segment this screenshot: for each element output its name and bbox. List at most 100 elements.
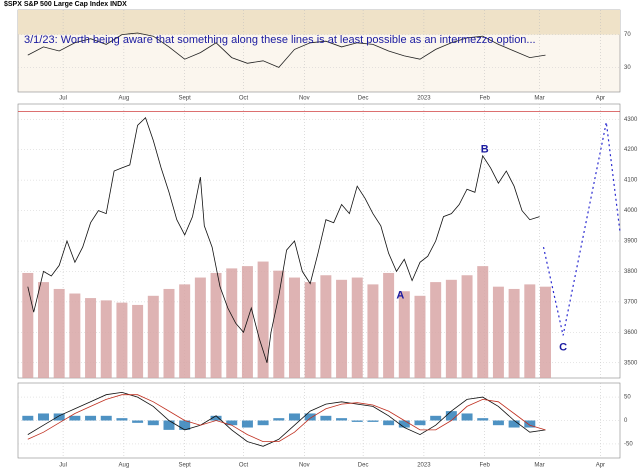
bar (69, 415, 81, 421)
bar (461, 275, 473, 378)
bar (241, 266, 253, 378)
bar (524, 284, 536, 378)
bar (163, 420, 175, 430)
bar (53, 413, 65, 421)
bar (38, 282, 49, 378)
bar (445, 411, 457, 421)
bar (69, 293, 81, 378)
bar (85, 415, 97, 421)
line (27, 116, 540, 363)
x-tick-label: Aug (119, 96, 130, 102)
bar (116, 302, 128, 378)
bar (22, 415, 34, 421)
bar (38, 413, 49, 421)
wave-label: C (559, 341, 567, 353)
bar (320, 415, 332, 421)
bar (147, 420, 159, 426)
bar (257, 420, 269, 426)
bar (194, 277, 206, 378)
x-tick-label: Jul (59, 96, 67, 102)
bar (367, 420, 379, 422)
projection-line (542, 122, 621, 336)
x-tick-label: Sept (179, 96, 192, 102)
bar (226, 268, 238, 378)
bar (414, 295, 426, 378)
bar (273, 270, 285, 378)
x-tick-label: Mar (534, 96, 544, 102)
x-tick-label: Nov (299, 96, 310, 102)
bar (492, 420, 504, 426)
y-tick-label: 0 (624, 418, 628, 424)
x-tick-label: Aug (119, 463, 130, 469)
bar (288, 413, 300, 421)
wave-label: A (396, 290, 404, 302)
y-tick-label: 4200 (624, 147, 638, 153)
y-tick-label: 3600 (624, 330, 638, 336)
y-tick-label: 3700 (624, 299, 638, 305)
bar (351, 420, 363, 422)
x-tick-label: Jul (59, 463, 67, 469)
bar (445, 279, 457, 378)
x-tick-label: Mar (534, 463, 544, 469)
y-tick-label: -50 (624, 442, 633, 448)
bar (210, 415, 222, 421)
y-tick-label: 4100 (624, 178, 638, 184)
bar (351, 277, 363, 378)
bar (100, 415, 112, 421)
y-tick-label: 30 (624, 65, 631, 71)
bar (461, 413, 473, 421)
annotation: 3/1/23: Worth being aware that something… (24, 34, 536, 46)
bar (320, 275, 332, 378)
bar (257, 261, 269, 378)
y-tick-label: 4000 (624, 208, 638, 214)
x-tick-label: Feb (480, 463, 491, 469)
bar (477, 418, 489, 421)
bar (132, 304, 144, 378)
bar (85, 298, 97, 378)
bar (304, 413, 316, 421)
bar (414, 420, 426, 426)
line (27, 32, 546, 68)
y-tick-label: 3900 (624, 239, 638, 245)
x-tick-label: Sept (179, 463, 192, 469)
bar (508, 288, 520, 378)
bar (398, 291, 410, 378)
x-tick-label: Dec (358, 96, 369, 102)
bar (226, 420, 238, 426)
x-tick-label: Nov (299, 463, 310, 469)
bar (100, 300, 112, 378)
bar (116, 418, 128, 421)
bar (241, 420, 253, 428)
bar (179, 420, 191, 430)
x-tick-label: Apr (596, 96, 605, 102)
overbought-band (18, 10, 620, 35)
bar (492, 286, 504, 378)
bar (22, 272, 34, 378)
bar (147, 295, 159, 378)
bar (304, 282, 316, 378)
bar (288, 277, 300, 378)
bar (398, 420, 410, 428)
bar (53, 288, 65, 378)
x-tick-label: 2023 (417, 96, 431, 102)
y-tick-label: 50 (624, 395, 631, 401)
wave-label: B (481, 144, 489, 156)
y-tick-label: 3500 (624, 360, 638, 366)
bar (477, 266, 489, 378)
line (27, 394, 546, 442)
bar (132, 420, 144, 423)
y-tick-label: 3800 (624, 269, 638, 275)
bar (508, 420, 520, 428)
bar (336, 279, 348, 378)
bar (367, 284, 379, 378)
x-tick-label: Apr (596, 463, 605, 469)
bar (210, 272, 222, 378)
chart-title: $SPX S&P 500 Large Cap Index INDX (4, 1, 127, 8)
bar (273, 418, 285, 421)
x-tick-label: Feb (480, 96, 491, 102)
y-tick-label: 70 (624, 32, 631, 38)
x-tick-label: Dec (358, 463, 369, 469)
bar (179, 284, 191, 378)
bar (430, 415, 442, 421)
